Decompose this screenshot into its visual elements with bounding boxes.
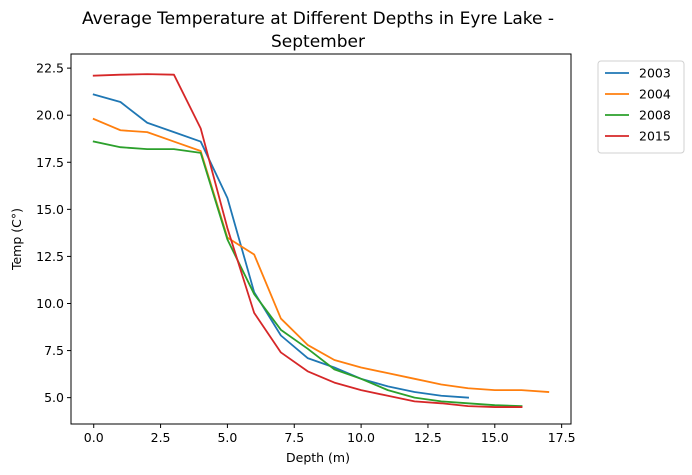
- legend: 2003 2004 2008 2015: [597, 60, 685, 154]
- plot-frame: [70, 53, 572, 425]
- x-axis-label: Depth (m): [286, 450, 350, 465]
- legend-box: [597, 60, 685, 154]
- legend-label-2008: 2008: [639, 108, 671, 123]
- legend-label-2004: 2004: [639, 87, 671, 102]
- x-tick-label: 12.5: [414, 430, 442, 445]
- y-axis: 5.0 7.5 10.0 12.5 15.0 17.5 20.0 22.5: [36, 61, 71, 405]
- y-axis-label: Temp (C°): [9, 208, 24, 271]
- legend-label-2003: 2003: [639, 66, 671, 81]
- x-axis: 0.0 2.5 5.0 7.5 10.0 12.5 15.0 17.5: [84, 424, 576, 445]
- chart-title-line-1: Average Temperature at Different Depths …: [82, 9, 554, 29]
- plot-content: [92, 73, 550, 408]
- x-tick-label: 5.0: [217, 430, 237, 445]
- y-tick-label: 12.5: [36, 249, 64, 264]
- x-tick-label: 2.5: [151, 430, 171, 445]
- x-tick-label: 17.5: [548, 430, 576, 445]
- y-tick-label: 20.0: [36, 108, 64, 123]
- y-tick-label: 15.0: [36, 202, 64, 217]
- series-line-2003: [92, 93, 470, 399]
- y-tick-label: 10.0: [36, 296, 64, 311]
- y-tick-label: 5.0: [44, 390, 64, 405]
- y-tick-label: 17.5: [36, 155, 64, 170]
- y-tick-label: 22.5: [36, 61, 64, 76]
- x-tick-label: 10.0: [347, 430, 375, 445]
- x-tick-label: 7.5: [284, 430, 304, 445]
- x-tick-label: 0.0: [84, 430, 104, 445]
- series-line-2015: [92, 73, 523, 408]
- x-tick-label: 15.0: [481, 430, 509, 445]
- series-line-2004: [92, 117, 550, 393]
- chart-title-line-2: September: [271, 32, 365, 52]
- legend-label-2015: 2015: [639, 129, 671, 144]
- y-tick-label: 7.5: [44, 343, 64, 358]
- series-line-2008: [92, 140, 523, 408]
